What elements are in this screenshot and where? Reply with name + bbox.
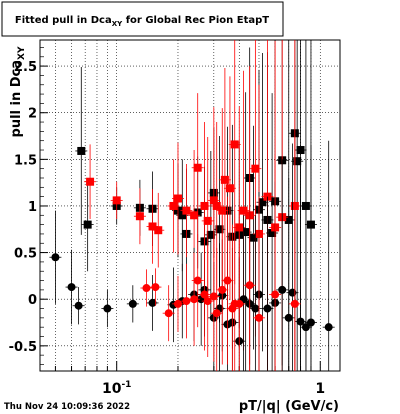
data-point-square bbox=[83, 220, 92, 229]
data-point-circle bbox=[209, 292, 218, 301]
data-point-circle bbox=[182, 297, 191, 306]
data-point-circle bbox=[254, 313, 263, 322]
data-point-square bbox=[225, 184, 234, 193]
data-point-square bbox=[212, 201, 221, 210]
timestamp: Thu Nov 24 10:09:36 2022 bbox=[4, 402, 130, 412]
data-point-square bbox=[154, 226, 163, 235]
y-tick-label: 1.5 bbox=[14, 153, 37, 168]
data-point-square bbox=[296, 146, 305, 155]
data-point-square bbox=[206, 230, 215, 239]
data-point-circle bbox=[103, 304, 112, 313]
data-point-circle bbox=[200, 290, 209, 299]
data-point-circle bbox=[301, 323, 310, 332]
y-tick-label: 0 bbox=[28, 293, 37, 308]
data-point-circle bbox=[288, 288, 297, 297]
data-point-circle bbox=[218, 285, 227, 294]
data-point-circle bbox=[164, 309, 173, 318]
data-point-square bbox=[86, 177, 95, 186]
data-point-circle bbox=[67, 283, 76, 292]
data-point-square bbox=[178, 211, 187, 220]
data-point-circle bbox=[74, 301, 83, 310]
data-point-square bbox=[249, 233, 258, 242]
data-point-circle bbox=[324, 323, 333, 332]
data-point-circle bbox=[235, 299, 244, 308]
data-point-circle bbox=[223, 276, 232, 285]
data-point-square bbox=[173, 194, 182, 203]
data-point-square bbox=[268, 229, 277, 238]
data-point-square bbox=[135, 212, 144, 221]
data-point-circle bbox=[251, 304, 260, 313]
data-point-circle bbox=[203, 297, 212, 306]
data-point-circle bbox=[278, 285, 287, 294]
data-point-circle bbox=[296, 317, 305, 326]
data-point-circle bbox=[263, 304, 272, 313]
data-point-square bbox=[112, 196, 121, 205]
chart-title: Fitted pull in DcaXY for Global Rec Pion… bbox=[15, 15, 269, 28]
y-tick-label: 1 bbox=[28, 200, 37, 215]
data-point-circle bbox=[151, 283, 160, 292]
data-points bbox=[49, 40, 335, 371]
title-box: Fitted pull in DcaXY for Global Rec Pion… bbox=[1, 1, 284, 37]
data-point-square bbox=[203, 216, 212, 225]
data-point-square bbox=[230, 140, 239, 149]
y-axis-label: pull in DcaXY bbox=[9, 46, 27, 137]
axes: -0.5 0 0.5 1 1.5 2 2.5 10-1 1 bbox=[9, 47, 325, 397]
data-point-square bbox=[241, 228, 250, 237]
data-point-circle bbox=[212, 309, 221, 318]
data-point-circle bbox=[128, 299, 137, 308]
y-tick-label: -0.5 bbox=[9, 340, 37, 355]
data-point-square bbox=[182, 206, 191, 215]
x-tick-label: 1 bbox=[315, 381, 325, 397]
data-point-square bbox=[209, 196, 218, 205]
x-tick-label: 10-1 bbox=[102, 380, 131, 397]
data-point-circle bbox=[190, 295, 199, 304]
data-point-circle bbox=[245, 281, 254, 290]
data-point-square bbox=[218, 206, 227, 215]
data-point-square bbox=[200, 201, 209, 210]
data-point-square bbox=[239, 206, 248, 215]
data-point-circle bbox=[173, 299, 182, 308]
data-point-circle bbox=[284, 313, 293, 322]
data-point-square bbox=[169, 201, 178, 210]
data-point-square bbox=[190, 211, 199, 220]
data-point-circle bbox=[148, 298, 157, 307]
data-point-circle bbox=[142, 284, 151, 293]
data-point-square bbox=[215, 225, 224, 234]
data-point-circle bbox=[271, 290, 280, 299]
y-tick-label: 2.5 bbox=[14, 60, 37, 75]
data-point-square bbox=[220, 175, 229, 184]
data-point-square bbox=[251, 164, 260, 173]
data-point-circle bbox=[306, 318, 315, 327]
y-tick-label: 0.5 bbox=[14, 247, 37, 262]
data-point-square bbox=[193, 163, 202, 172]
data-point-square bbox=[293, 157, 302, 166]
y-tick-label: 2 bbox=[28, 107, 37, 122]
x-axis-label: pT/|q| (GeV/c) bbox=[239, 399, 339, 414]
data-point-circle bbox=[193, 276, 202, 285]
data-point-square bbox=[148, 222, 157, 231]
data-point-circle bbox=[290, 299, 299, 308]
data-point-square bbox=[77, 146, 86, 155]
data-point-circle bbox=[51, 253, 60, 262]
data-point-square bbox=[258, 198, 267, 207]
